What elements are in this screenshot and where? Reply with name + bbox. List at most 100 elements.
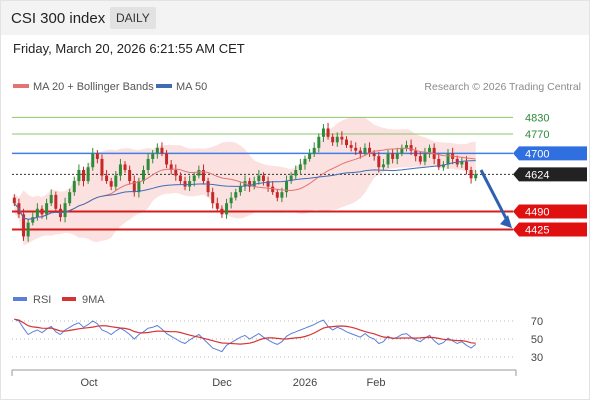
candle-body — [95, 153, 99, 159]
level-tag-4700 — [513, 146, 587, 161]
candle-body — [229, 197, 233, 204]
candle-body — [192, 175, 196, 182]
candle-body — [183, 181, 187, 187]
candle-body — [174, 170, 178, 176]
candle-body — [118, 164, 122, 176]
candle-body — [326, 128, 330, 137]
candle-body — [248, 181, 252, 187]
level-label-4700: 4700 — [525, 148, 549, 160]
candle-body — [308, 153, 312, 159]
candle-body — [418, 156, 422, 162]
candle-body — [354, 147, 358, 151]
candle-body — [414, 150, 418, 157]
rsi-ma-legend-label: 9MA — [82, 294, 105, 306]
candle-body — [201, 170, 205, 182]
candle-body — [132, 181, 136, 193]
forecast-arrow-shaft — [479, 169, 510, 223]
candle-body — [211, 192, 215, 204]
candle-body — [215, 203, 219, 209]
candle-body — [128, 170, 132, 182]
chart-title: CSI 300 index — [11, 10, 106, 27]
candle-body — [238, 186, 242, 193]
candle-body — [220, 208, 224, 215]
rsi-tick-30: 30 — [531, 352, 543, 364]
rsi-ma-line — [14, 318, 476, 345]
level-tag-4425 — [513, 222, 587, 237]
x-tick-Dec: Dec — [212, 377, 232, 389]
rsi-line — [14, 318, 477, 353]
candle-body — [298, 164, 302, 170]
candle-body — [91, 153, 95, 168]
datetime-label: Friday, March 20, 2026 6:21:55 AM CET — [13, 41, 245, 56]
candle-body — [317, 136, 321, 148]
candle-body — [123, 164, 127, 170]
candle-body — [40, 208, 44, 215]
candle-body — [345, 139, 349, 146]
level-label-4490: 4490 — [525, 207, 549, 219]
main-plot-area: 4830 4770 4700 4624 4490 4425 — [12, 112, 587, 246]
rsi-tick-50: 50 — [531, 334, 543, 346]
candle-body — [368, 147, 372, 154]
candle-body — [423, 153, 427, 162]
candle-body — [82, 170, 86, 182]
candle-body — [155, 147, 159, 154]
candle-body — [26, 222, 30, 237]
candle-body — [437, 158, 441, 168]
level-label-4770: 4770 — [525, 129, 549, 141]
candle-body — [349, 145, 353, 148]
candle-body — [178, 175, 182, 182]
x-axis: Oct Dec 2026 Feb — [11, 369, 517, 389]
candle-body — [271, 186, 275, 193]
candle-body — [400, 147, 404, 154]
candle-body — [285, 181, 289, 193]
candle-body — [12, 197, 16, 204]
candle-body — [289, 175, 293, 182]
rsi-plot-area: 70 50 30 — [12, 316, 543, 364]
x-tick-Oct: Oct — [80, 377, 97, 389]
candle-body — [469, 170, 473, 179]
candle-body — [151, 153, 155, 159]
candle-body — [404, 145, 408, 148]
candle-body — [225, 203, 229, 215]
rsi-ma-legend-swatch — [62, 297, 76, 301]
candle-body — [335, 136, 339, 143]
candle-body — [312, 147, 316, 154]
candle-body — [114, 175, 118, 187]
level-label-4830: 4830 — [525, 112, 549, 124]
candle-body — [460, 161, 464, 165]
candle-body — [243, 181, 247, 187]
candle-body — [160, 147, 164, 154]
forecast-arrow-head — [500, 215, 512, 229]
candle-body — [261, 175, 265, 182]
candle-body — [331, 136, 335, 143]
candle-body — [35, 208, 39, 218]
candle-body — [381, 164, 385, 168]
candle-body — [266, 181, 270, 187]
candle-body — [441, 164, 445, 168]
candle-body — [72, 181, 76, 193]
candle-body — [86, 167, 90, 182]
x-tick-2026: 2026 — [293, 377, 317, 389]
rsi-legend-swatch — [13, 297, 27, 301]
candle-body — [234, 192, 238, 198]
level-label-4425: 4425 — [525, 225, 549, 237]
candle-body — [49, 194, 53, 204]
candle-body — [391, 153, 395, 159]
candle-body — [54, 194, 58, 209]
candle-body — [280, 192, 284, 198]
candle-body — [303, 158, 307, 165]
candle-body — [294, 170, 298, 176]
copyright-label: Research © 2026 Trading Central — [424, 81, 581, 93]
candle-body — [446, 153, 450, 165]
rsi-legend-label: RSI — [33, 294, 51, 306]
candle-body — [137, 181, 141, 193]
period-badge[interactable]: DAILY — [110, 7, 156, 29]
candle-body — [141, 170, 145, 182]
ma20-legend-label: MA 20 + Bollinger Bands — [33, 81, 154, 93]
candle-body — [109, 181, 113, 187]
ma20-legend-swatch — [13, 84, 29, 88]
candle-body — [257, 175, 261, 182]
candle-body — [409, 145, 413, 151]
candle-body — [63, 203, 67, 218]
ma50-legend-swatch — [156, 84, 172, 88]
